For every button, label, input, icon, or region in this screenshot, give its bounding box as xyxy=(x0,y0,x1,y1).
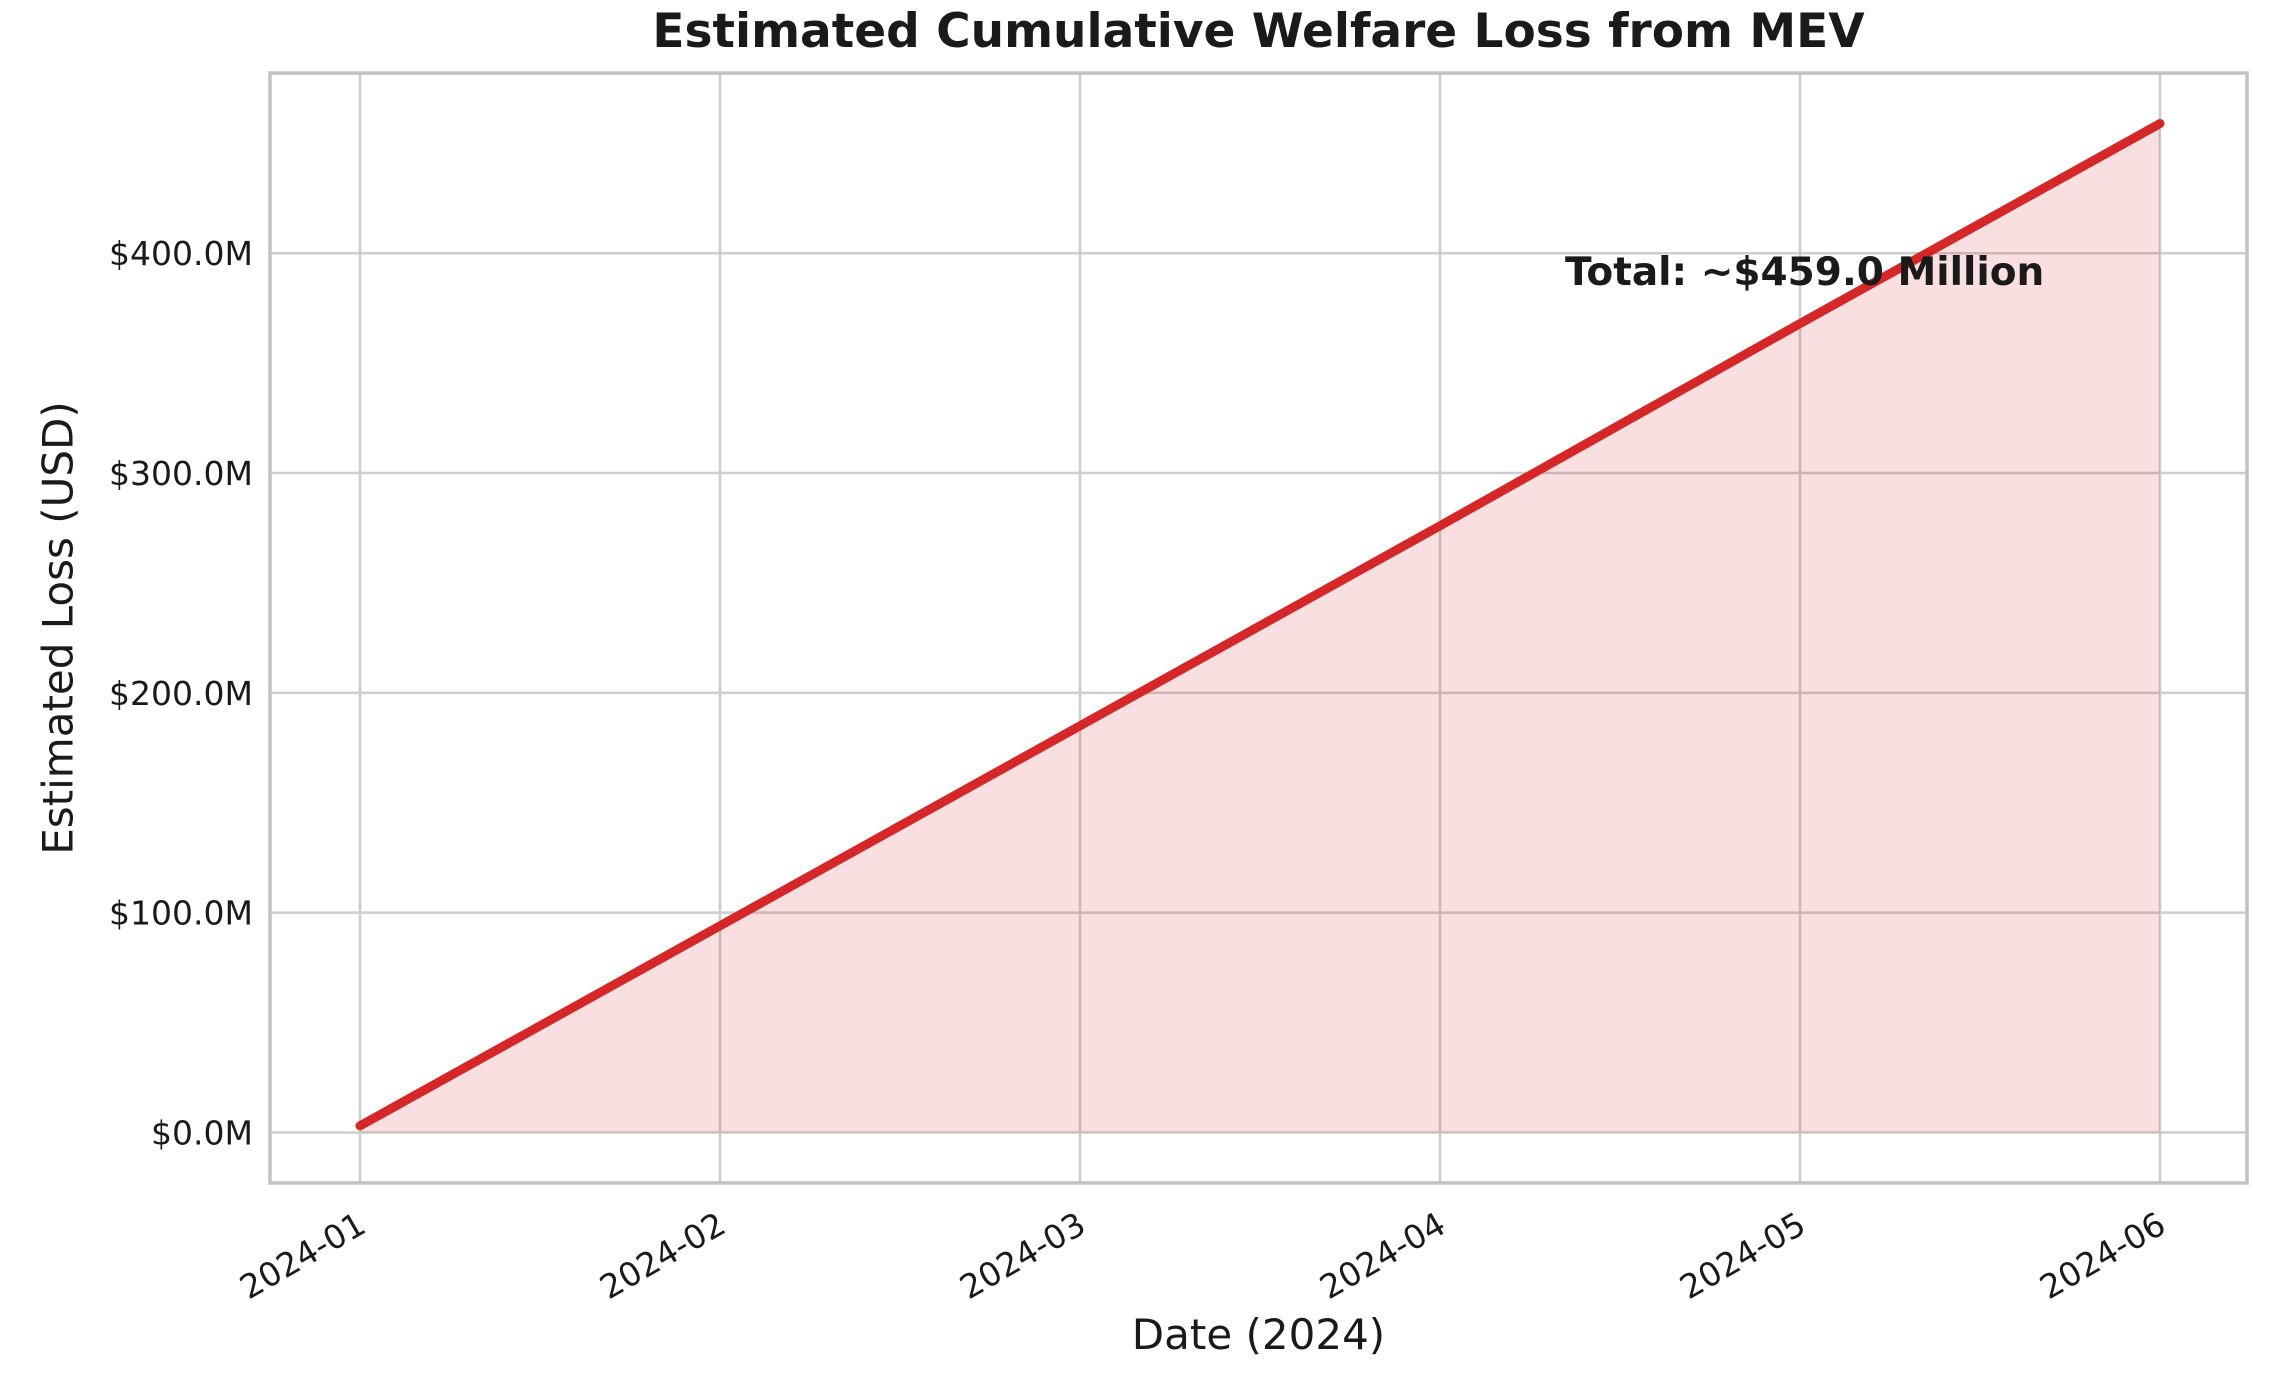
cumulative-loss-line xyxy=(355,119,2165,1131)
x-tick-label: 2024-06 xyxy=(2033,1204,2172,1307)
y-tick-label: $100.0M xyxy=(109,894,253,933)
x-tick-label: 2024-01 xyxy=(233,1204,372,1307)
total-annotation: Total: ~$459.0 Million xyxy=(1565,250,2045,295)
y-tick-label: $300.0M xyxy=(109,454,253,493)
y-tick-label: $400.0M xyxy=(109,234,253,273)
x-tick-label: 2024-05 xyxy=(1673,1204,1812,1307)
plot-border xyxy=(268,71,2249,1185)
x-tick-label: 2024-03 xyxy=(953,1204,1092,1307)
y-tick-label: $0.0M xyxy=(151,1113,253,1152)
chart-title: Estimated Cumulative Welfare Loss from M… xyxy=(652,4,1865,59)
x-tick-label: 2024-04 xyxy=(1313,1204,1452,1307)
x-tick-label: 2024-02 xyxy=(593,1204,732,1307)
x-axis-label: Date (2024) xyxy=(1131,1310,1386,1359)
y-axis-label: Estimated Loss (USD) xyxy=(33,401,83,855)
y-tick-label: $200.0M xyxy=(109,674,253,713)
